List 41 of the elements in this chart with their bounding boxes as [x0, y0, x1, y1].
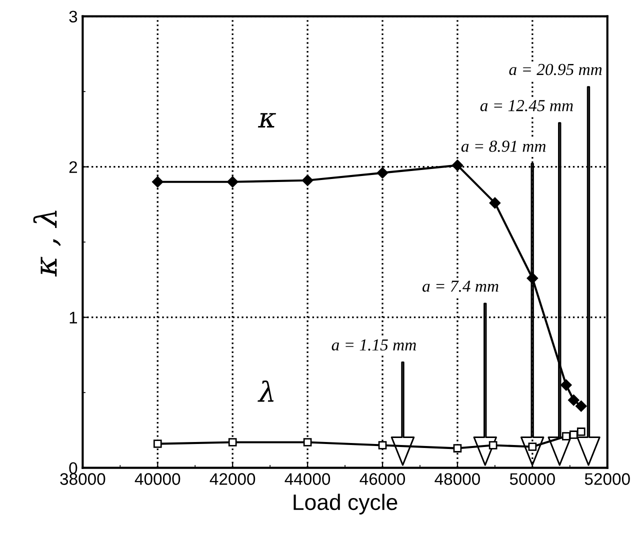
x-tick-label: 46000: [360, 473, 406, 485]
x-tick-label: 52000: [584, 473, 630, 485]
x-tick-label: 50000: [510, 473, 555, 485]
point: [568, 394, 580, 406]
x-axis-title: Load cycle: [294, 494, 398, 515]
y-tick-label: 1: [70, 312, 78, 324]
point: [376, 167, 388, 178]
x-tick-label: 48000: [434, 473, 480, 485]
point: [303, 438, 312, 446]
point: [489, 197, 501, 209]
y-tick-label: 2: [69, 161, 77, 173]
point: [378, 441, 387, 450]
point: [488, 441, 498, 450]
point: [562, 432, 570, 440]
x-tick-label: 40000: [134, 473, 180, 485]
point: [302, 174, 314, 186]
y-tick-label: 3: [69, 10, 78, 23]
point: [228, 438, 237, 446]
annotation: a = 7.4 mm: [422, 280, 498, 292]
point: [576, 428, 586, 436]
y-tick-label: 0: [69, 462, 78, 474]
point: [153, 440, 162, 448]
point: [528, 442, 537, 451]
series-label: κ: [258, 113, 276, 128]
x-tick-label: 42000: [210, 473, 256, 485]
point: [453, 444, 462, 452]
point: [226, 176, 238, 188]
x-tick-label: 44000: [284, 473, 330, 485]
y-axis-title: κ , λ: [33, 210, 61, 277]
x-tick-label: 38000: [60, 473, 106, 485]
annotation: a = 20.95 mm: [509, 64, 602, 76]
point: [526, 272, 538, 284]
point: [569, 430, 578, 439]
point: [152, 176, 164, 188]
annotation: a = 12.45 mm: [480, 100, 573, 112]
annotation: a = 8.91 mm: [461, 140, 546, 152]
point: [560, 379, 572, 391]
annotation: a = 1.15 mm: [332, 339, 416, 351]
point: [452, 160, 464, 171]
point: [576, 400, 587, 412]
series-label: λ: [258, 380, 274, 402]
